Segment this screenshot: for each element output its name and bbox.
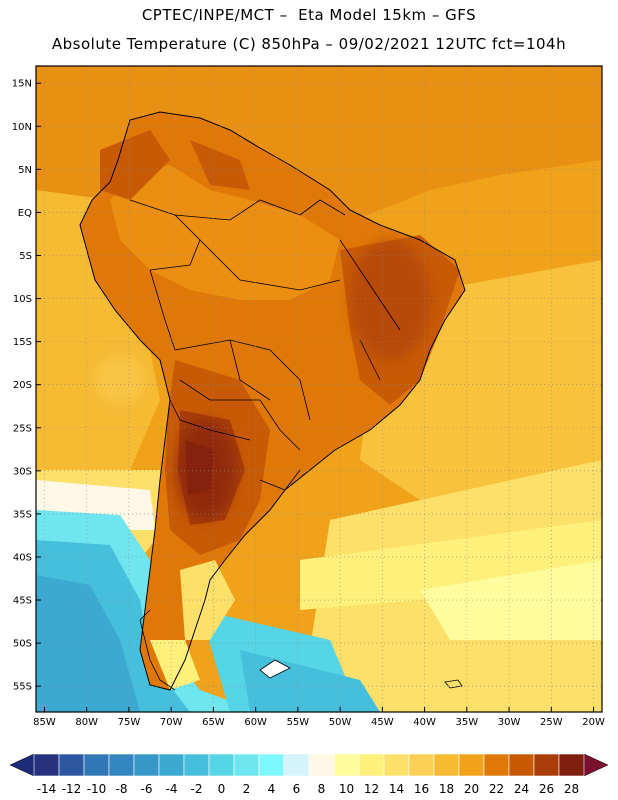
colorbar-label: 22: [489, 782, 504, 796]
colorbar-label: 6: [293, 782, 301, 796]
land-amazon: [110, 165, 340, 300]
colorbar-label: 18: [439, 782, 454, 796]
falklands: [259, 659, 291, 679]
colorbar-label: 12: [364, 782, 379, 796]
colorbar-swatch: [558, 753, 585, 777]
colorbar-swatch: [508, 753, 535, 777]
colorbar-label: -4: [166, 782, 178, 796]
colorbar-swatch: [58, 753, 85, 777]
lat-label: 25S: [13, 423, 32, 434]
colorbar-label: -2: [191, 782, 203, 796]
colorbar-swatch: [383, 753, 410, 777]
colorbar-swatch: [258, 753, 285, 777]
colorbar-swatch: [308, 753, 335, 777]
lon-label: 85W: [33, 717, 56, 728]
colorbar: -14 -12 -10 -8 -6 -4 -2 0 2 4 6 8 10 12 14 16 18 20 22 24 26…: [9, 753, 609, 796]
colorbar-label: 14: [389, 782, 404, 796]
colorbar-label: 4: [268, 782, 276, 796]
colorbar-swatch: [208, 753, 235, 777]
latitude-labels: 15N 10N 5N EQ 5S 10S 15S 20S 25S 30S 35S 40S 45S 50S 5…: [12, 79, 32, 693]
lat-label: 55S: [13, 682, 32, 693]
lon-label: 40W: [413, 717, 436, 728]
lon-label: 25W: [540, 717, 563, 728]
chile-fjords: [139, 609, 176, 691]
lon-label: 45W: [371, 717, 394, 728]
colorbar-swatch: [283, 753, 310, 777]
colorbar-label: -8: [116, 782, 128, 796]
graticule: [36, 66, 602, 712]
lat-label: 5N: [18, 165, 32, 176]
lon-label: 70W: [160, 717, 183, 728]
lon-label: 20W: [582, 717, 605, 728]
colorbar-swatch: [158, 753, 185, 777]
colorbar-swatch: [408, 753, 435, 777]
field-atlantic-paler: [420, 560, 602, 640]
lon-label: 80W: [75, 717, 98, 728]
colorbar-swatch: [83, 753, 110, 777]
map-title: CPTEC/INPE/MCT – Eta Model 15km – GFS: [141, 6, 477, 24]
coastline: [79, 111, 466, 691]
lat-label: 40S: [13, 552, 32, 563]
colorbar-swatch: [358, 753, 385, 777]
lon-label: 30W: [498, 717, 521, 728]
colorbar-label: 0: [218, 782, 226, 796]
colorbar-label: -14: [37, 782, 57, 796]
lat-label: 10S: [13, 294, 32, 305]
lat-label: 5S: [19, 251, 32, 262]
lon-label: 55W: [287, 717, 310, 728]
country-borders: [129, 199, 401, 491]
colorbar-label: 16: [414, 782, 429, 796]
colorbar-label: 24: [514, 782, 529, 796]
lat-label: 50S: [13, 639, 32, 650]
colorbar-swatch: [108, 753, 135, 777]
colorbar-label: -12: [62, 782, 82, 796]
lat-label: 15N: [12, 79, 32, 90]
land-colombia-hot: [100, 130, 170, 200]
colorbar-swatch: [33, 753, 60, 777]
colorbar-swatch: [433, 753, 460, 777]
lat-label: 30S: [13, 466, 32, 477]
land-patagonia-yellow: [180, 560, 235, 640]
colorbar-label: 28: [564, 782, 579, 796]
colorbar-label: -6: [141, 782, 153, 796]
lat-label: 10N: [12, 122, 32, 133]
colorbar-label: 20: [464, 782, 479, 796]
lat-label: 20S: [13, 380, 32, 391]
lat-label: EQ: [18, 208, 32, 219]
lat-label: 45S: [13, 596, 32, 607]
colorbar-swatch: [458, 753, 485, 777]
colorbar-min-arrow: [9, 753, 35, 777]
lon-label: 60W: [244, 717, 267, 728]
map-area: [36, 66, 602, 712]
colorbar-swatch: [333, 753, 360, 777]
colorbar-label: 26: [539, 782, 554, 796]
colorbar-label: 8: [318, 782, 326, 796]
colorbar-swatch: [233, 753, 260, 777]
colorbar-swatch: [133, 753, 160, 777]
map-subtitle: Absolute Temperature (C) 850hPa – 09/02/…: [51, 35, 567, 53]
lat-label: 15S: [13, 337, 32, 348]
colorbar-swatch: [483, 753, 510, 777]
colorbar-label: 10: [339, 782, 354, 796]
lon-label: 50W: [329, 717, 352, 728]
colorbar-swatch: [183, 753, 210, 777]
lon-label: 35W: [456, 717, 479, 728]
map-frame: [35, 65, 603, 713]
lat-label: 35S: [13, 509, 32, 520]
lon-label: 75W: [118, 717, 141, 728]
colorbar-swatch: [533, 753, 560, 777]
lon-label: 65W: [202, 717, 225, 728]
field-coldest-south: [36, 575, 140, 712]
colorbar-label: 2: [243, 782, 251, 796]
longitude-labels: 85W 80W 75W 70W 65W 60W 55W 50W 45W 40W 35W 30W 25W 2…: [33, 717, 605, 728]
land-venezuela-hot: [190, 140, 250, 190]
colorbar-max-arrow: [583, 753, 609, 777]
colorbar-label: -10: [87, 782, 107, 796]
